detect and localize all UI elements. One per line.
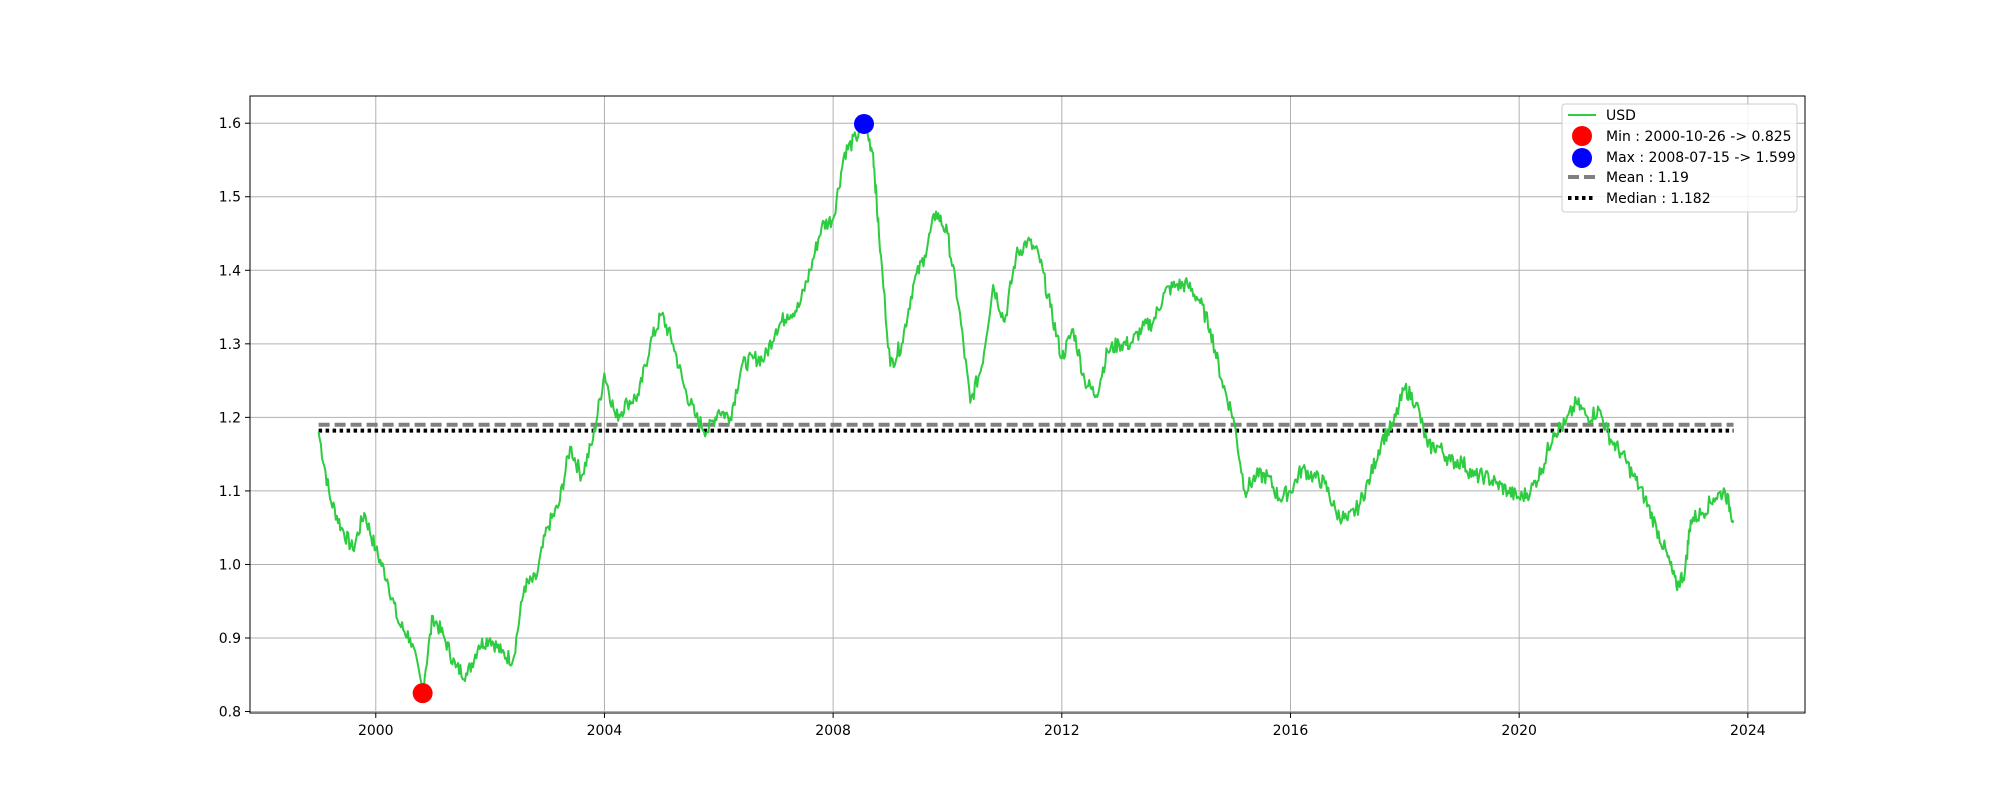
x-tick-label: 2008 <box>815 723 851 739</box>
axis-ticks: 2000 2004 2008 2012 2016 2020 2024 0.8 0.9 1.0 1.1… <box>219 116 1766 739</box>
plot-frame <box>249 95 1806 714</box>
x-tick-label: 2012 <box>1044 723 1080 739</box>
y-tick-label: 1.5 <box>219 190 241 206</box>
markers <box>412 113 874 704</box>
y-tick-label: 1.4 <box>219 263 241 279</box>
grid <box>250 96 1805 713</box>
y-tick-label: 1.3 <box>219 337 241 353</box>
x-tick-label: 2020 <box>1501 723 1537 739</box>
legend-max-label: Max : 2008-07-15 -> 1.599 <box>1606 150 1796 166</box>
legend: USD Min : 2000-10-26 -> 0.825 Max : 2008… <box>1561 103 1798 213</box>
legend-max-swatch <box>1572 148 1592 168</box>
max-marker <box>853 113 874 134</box>
x-tick-label: 2016 <box>1273 723 1309 739</box>
legend-box <box>1561 103 1798 213</box>
x-tick-label: 2004 <box>587 723 623 739</box>
y-tick-label: 0.8 <box>219 705 241 721</box>
y-tick-label: 0.9 <box>219 631 241 647</box>
usd-series-line <box>317 119 1735 691</box>
x-tick-label: 2024 <box>1730 723 1766 739</box>
min-marker <box>412 683 433 704</box>
y-tick-label: 1.1 <box>219 484 241 500</box>
y-tick-label: 1.6 <box>219 116 241 132</box>
legend-usd-label: USD <box>1606 108 1636 124</box>
legend-median-label: Median : 1.182 <box>1606 191 1711 207</box>
reference-lines <box>318 422 1734 433</box>
y-tick-label: 1.0 <box>219 557 241 573</box>
x-tick-label: 2000 <box>358 723 394 739</box>
y-tick-label: 1.2 <box>219 410 241 426</box>
series <box>317 119 1735 691</box>
legend-mean-label: Mean : 1.19 <box>1606 170 1689 186</box>
legend-min-label: Min : 2000-10-26 -> 0.825 <box>1606 129 1792 145</box>
legend-min-swatch <box>1572 126 1592 146</box>
